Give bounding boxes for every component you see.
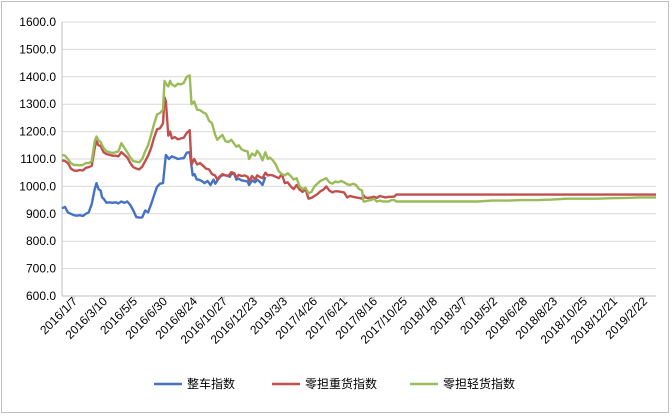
legend-label-3: 零担轻货指数: [443, 376, 515, 391]
x-axis-ticks: 2016/1/72016/3/102016/5/52016/6/302016/8…: [37, 294, 650, 347]
y-tick-label: 1100.0: [20, 152, 56, 166]
series-line-2: [61, 96, 656, 200]
y-axis-ticks: 600.0 700.0 800.0 900.0 1000.0 1100.0 1200.0 13…: [19, 15, 56, 303]
y-tick-label: 1300.0: [19, 97, 56, 111]
y-tick-label: 1400.0: [19, 70, 56, 84]
y-tick-label: 800.0: [26, 234, 56, 248]
series-lines: [61, 74, 656, 219]
y-tick-label: 600.0: [26, 289, 56, 303]
y-tick-label: 1000.0: [19, 179, 56, 193]
series-line-3: [61, 74, 656, 203]
y-tick-label: 1600.0: [19, 15, 56, 29]
legend-label-2: 零担重货指数: [305, 376, 377, 391]
y-tick-label: 700.0: [26, 262, 56, 276]
grid-lines: [62, 21, 656, 270]
legend: 整车指数 零担重货指数 零担轻货指数: [154, 376, 515, 391]
legend-label-1: 整车指数: [187, 376, 235, 391]
y-tick-label: 1200.0: [19, 125, 56, 139]
y-tick-label: 1500.0: [19, 42, 56, 56]
y-tick-label: 900.0: [26, 207, 56, 221]
axes: [61, 22, 656, 297]
